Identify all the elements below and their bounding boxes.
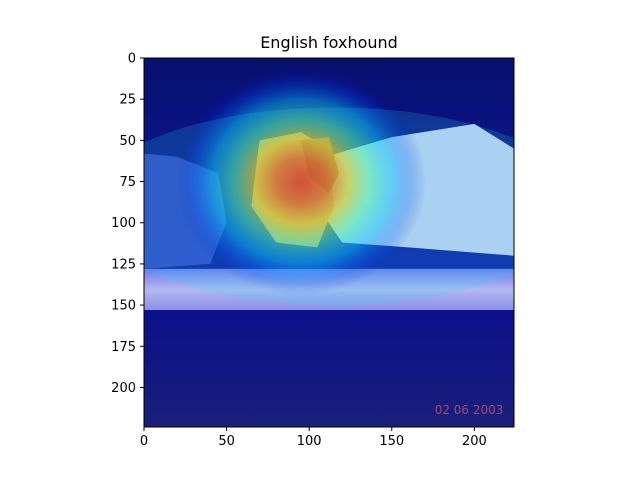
x-tick-label: 200 (462, 434, 487, 449)
axes-frame (143, 57, 515, 428)
y-tick-label: 200 (111, 381, 136, 396)
y-tick-label: 100 (111, 216, 136, 231)
activation-heat-blob (175, 67, 427, 296)
y-tick-label: 150 (111, 299, 136, 314)
floor-region (144, 305, 514, 427)
x-tick-label: 0 (140, 434, 148, 449)
activation-heat-halo (144, 107, 514, 306)
y-tick-label: 75 (119, 175, 136, 190)
y-tick-label: 175 (111, 340, 136, 355)
x-axis: 0 50 100 150 200 (140, 427, 487, 449)
x-tick-label: 100 (297, 434, 322, 449)
date-watermark: 02 06 2003 (435, 403, 504, 417)
y-tick-label: 0 (128, 52, 136, 67)
y-axis: 0 25 50 75 100 125 150 175 200 (111, 52, 144, 396)
chart-title: English foxhound (260, 33, 398, 52)
heatmap-image: 02 06 2003 (144, 58, 514, 427)
x-tick-label: 150 (379, 434, 404, 449)
x-tick-label: 50 (218, 434, 235, 449)
y-tick-label: 125 (111, 257, 136, 272)
y-tick-label: 50 (119, 134, 136, 149)
y-tick-label: 25 (119, 93, 136, 108)
